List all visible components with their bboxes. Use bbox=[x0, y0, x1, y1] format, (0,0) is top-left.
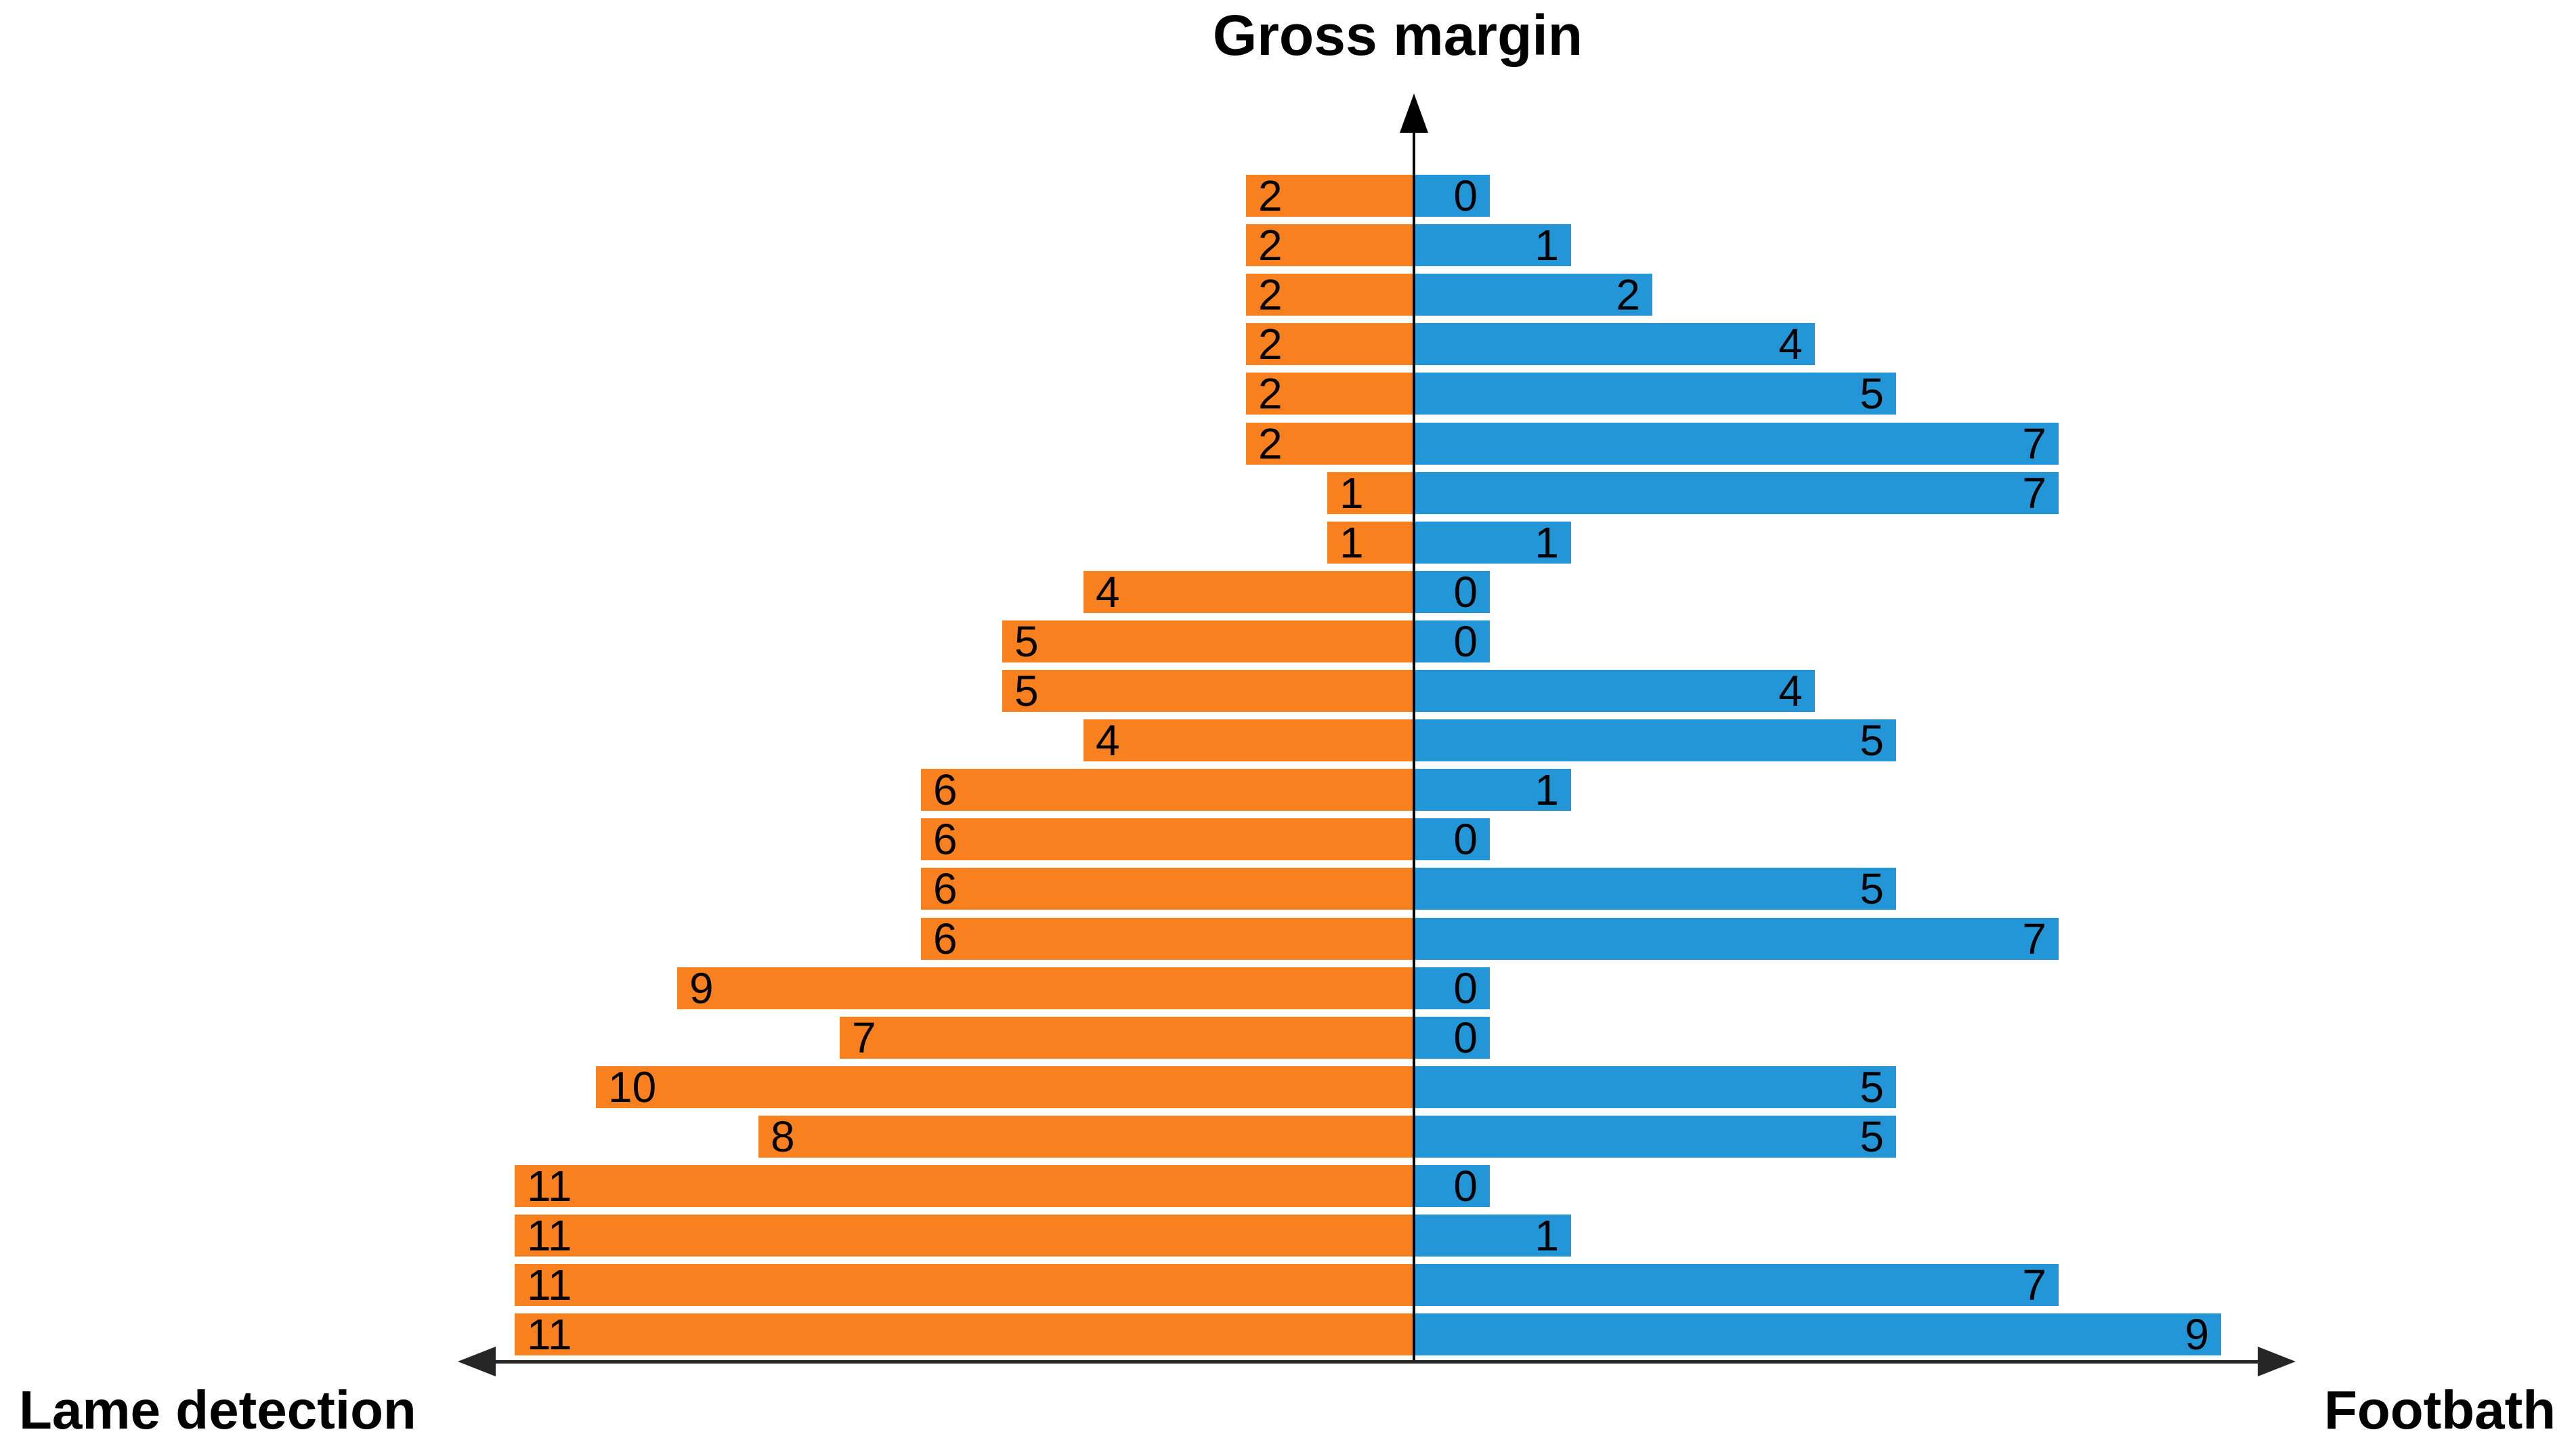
x-axis-line bbox=[493, 1360, 2262, 1364]
right-bar: 5 bbox=[1414, 1115, 1896, 1158]
left-bar: 4 bbox=[1083, 719, 1414, 762]
left-bar: 1 bbox=[1327, 471, 1414, 515]
left-bar: 2 bbox=[1246, 224, 1414, 267]
right-bar: 1 bbox=[1414, 224, 1571, 267]
right-bar: 0 bbox=[1414, 1164, 1490, 1208]
left-bar: 7 bbox=[840, 1016, 1414, 1059]
left-bar: 6 bbox=[921, 917, 1414, 961]
left-bar: 4 bbox=[1083, 570, 1414, 614]
left-bar: 11 bbox=[515, 1313, 1414, 1356]
right-bar: 5 bbox=[1414, 1066, 1896, 1109]
right-bar: 5 bbox=[1414, 372, 1896, 415]
left-bar: 5 bbox=[1002, 669, 1414, 713]
left-arrow-icon bbox=[458, 1347, 496, 1376]
right-bar: 0 bbox=[1414, 818, 1490, 861]
left-bar: 5 bbox=[1002, 620, 1414, 663]
left-bar: 11 bbox=[515, 1263, 1414, 1307]
right-bar: 4 bbox=[1414, 322, 1815, 366]
left-bar: 2 bbox=[1246, 422, 1414, 465]
chart-title: Gross margin bbox=[1212, 3, 1583, 67]
left-bar: 8 bbox=[758, 1115, 1414, 1158]
up-arrow-icon bbox=[1400, 93, 1428, 133]
right-bar: 0 bbox=[1414, 1016, 1490, 1059]
right-bar: 5 bbox=[1414, 719, 1896, 762]
left-bar: 6 bbox=[921, 768, 1414, 811]
left-bar: 11 bbox=[515, 1214, 1414, 1257]
left-bar: 1 bbox=[1327, 521, 1414, 564]
left-bar: 2 bbox=[1246, 273, 1414, 316]
left-bar: 6 bbox=[921, 818, 1414, 861]
right-bar: 7 bbox=[1414, 917, 2059, 961]
right-bar: 1 bbox=[1414, 768, 1571, 811]
right-bar: 0 bbox=[1414, 620, 1490, 663]
right-arrow-icon bbox=[2258, 1347, 2296, 1376]
right-bar: 2 bbox=[1414, 273, 1652, 316]
left-bar: 11 bbox=[515, 1164, 1414, 1208]
right-bar: 7 bbox=[1414, 422, 2059, 465]
right-bar: 0 bbox=[1414, 570, 1490, 614]
right-bar: 0 bbox=[1414, 967, 1490, 1010]
left-bar: 9 bbox=[677, 967, 1414, 1010]
right-bar: 1 bbox=[1414, 521, 1571, 564]
right-bar: 4 bbox=[1414, 669, 1815, 713]
left-series-label: Lame detection bbox=[19, 1380, 416, 1440]
right-bar: 7 bbox=[1414, 471, 2059, 515]
right-bar: 1 bbox=[1414, 1214, 1571, 1257]
right-bar: 9 bbox=[1414, 1313, 2221, 1356]
right-bar: 5 bbox=[1414, 867, 1896, 910]
right-bar: 7 bbox=[1414, 1263, 2059, 1307]
left-bar: 2 bbox=[1246, 174, 1414, 217]
right-series-label: Footbath bbox=[2324, 1380, 2556, 1440]
left-bar: 10 bbox=[596, 1066, 1414, 1109]
left-bar: 2 bbox=[1246, 322, 1414, 366]
left-bar: 6 bbox=[921, 867, 1414, 910]
left-bar: 2 bbox=[1246, 372, 1414, 415]
right-bar: 0 bbox=[1414, 174, 1490, 217]
y-axis-line bbox=[1413, 130, 1415, 1363]
